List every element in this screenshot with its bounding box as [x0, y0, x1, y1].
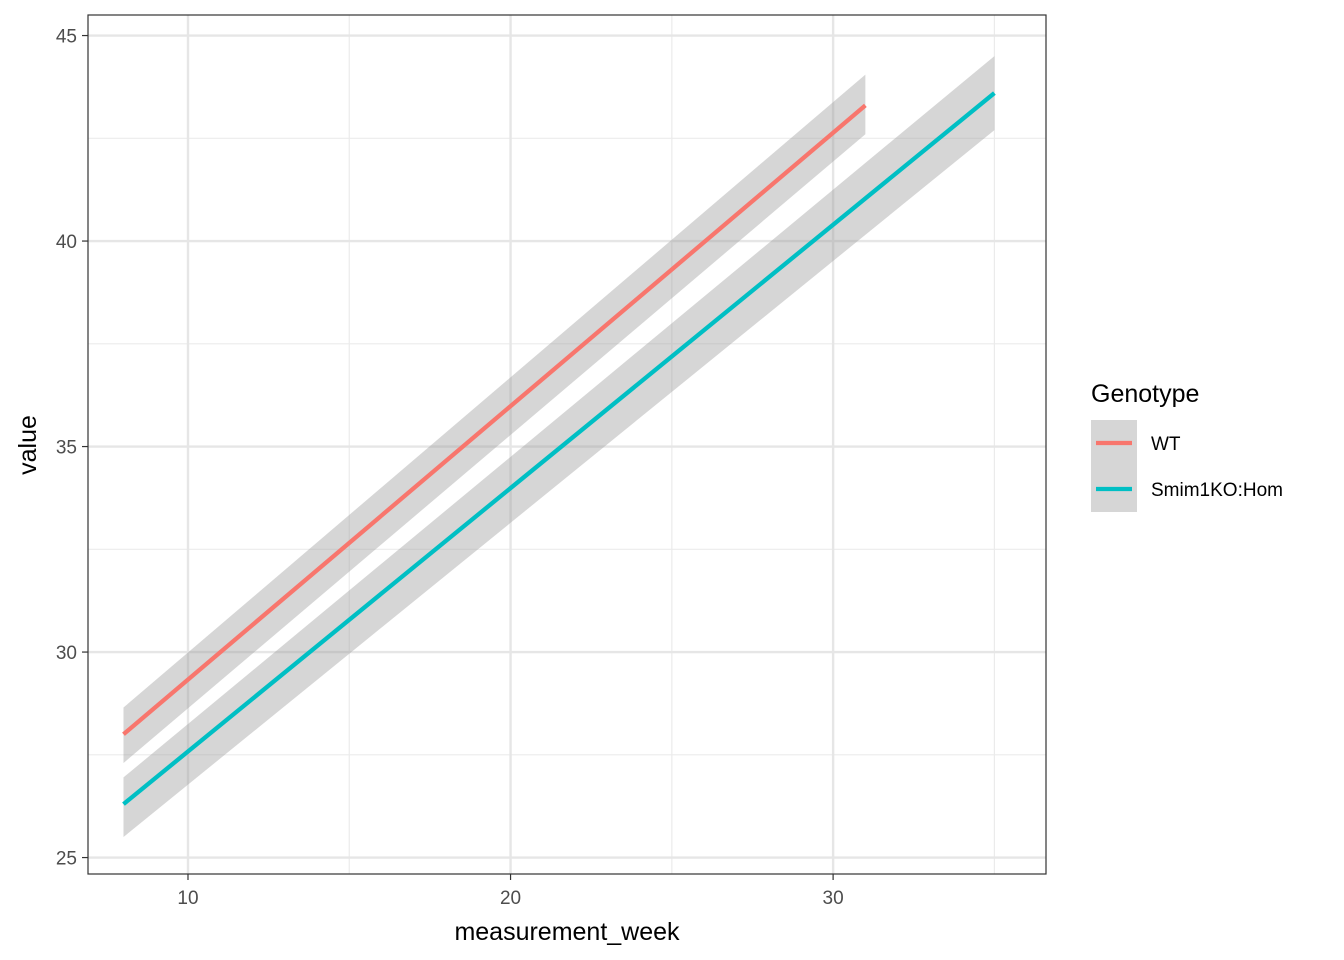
- panel-border-rect: [87, 14, 1047, 875]
- y-tick-label: 45: [56, 27, 77, 48]
- legend-label: Smim1KO:Hom: [1151, 480, 1283, 501]
- series-line-1: [122, 91, 996, 806]
- y-axis-title: value: [14, 415, 42, 475]
- legend: Genotype WT Smim1KO:Hom: [1091, 380, 1283, 512]
- y-tick-label: 40: [56, 232, 77, 253]
- x-tick-label: 30: [823, 888, 844, 909]
- x-tick-label: 10: [177, 888, 198, 909]
- major-gridlines: [88, 15, 1046, 874]
- y-tick-label: 30: [56, 643, 77, 664]
- x-tick-label: 20: [500, 888, 521, 909]
- y-tick-label: 25: [56, 849, 77, 870]
- plot-border: [87, 14, 1047, 875]
- y-axis-ticks: 25 30 35 40 45: [56, 27, 88, 870]
- x-axis-title: measurement_week: [454, 918, 680, 946]
- y-tick-label: 35: [56, 438, 77, 459]
- legend-label: WT: [1151, 434, 1181, 455]
- x-axis-ticks: 10 20 30: [177, 874, 844, 909]
- legend-title: Genotype: [1091, 380, 1199, 408]
- series-lines: [122, 91, 996, 806]
- minor-gridlines: [88, 15, 1046, 874]
- series-line-0: [122, 103, 867, 736]
